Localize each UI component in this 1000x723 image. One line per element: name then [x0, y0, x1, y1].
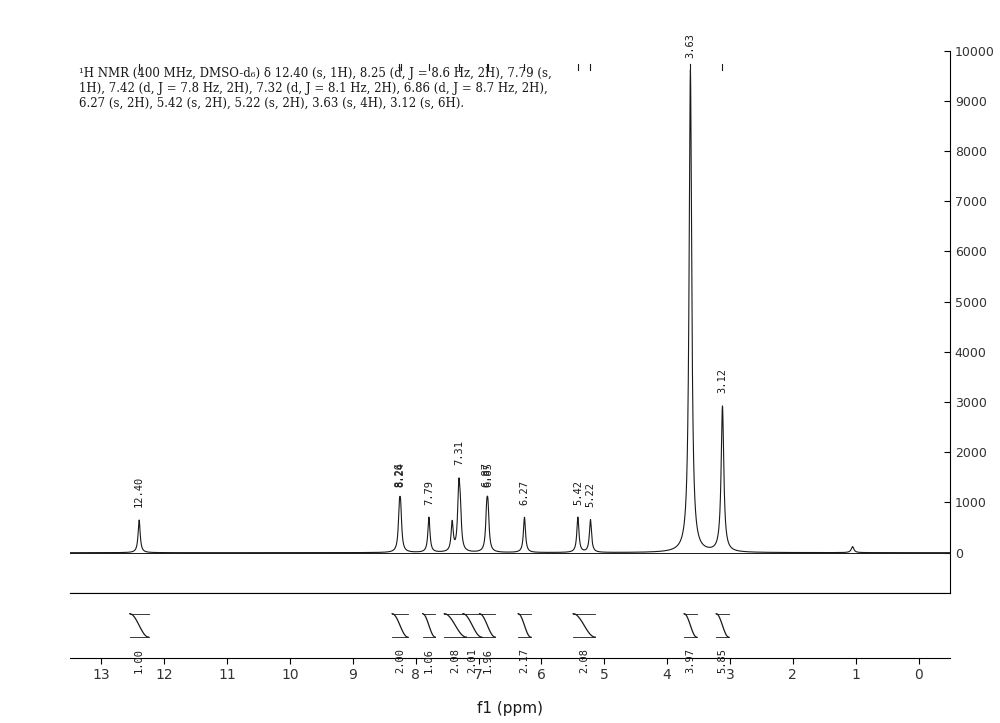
Text: 8.24: 8.24 [396, 462, 406, 487]
Text: 5.85: 5.85 [717, 648, 727, 672]
Text: 5.42: 5.42 [573, 479, 583, 505]
Text: 3.63: 3.63 [685, 33, 695, 58]
Text: 2.17: 2.17 [519, 648, 529, 672]
Text: 1.96: 1.96 [482, 648, 492, 672]
Text: 12.40: 12.40 [134, 476, 144, 508]
Text: ¹H NMR (400 MHz, DMSO-d₆) δ 12.40 (s, 1H), 8.25 (d, J = 8.6 Hz, 2H), 7.79 (s,
1H: ¹H NMR (400 MHz, DMSO-d₆) δ 12.40 (s, 1H… [79, 67, 552, 110]
Text: 6.85: 6.85 [483, 462, 493, 487]
Text: 7.79: 7.79 [424, 479, 434, 505]
Text: 6.87: 6.87 [482, 462, 492, 487]
Text: 3.12: 3.12 [717, 369, 727, 393]
Text: 1.06: 1.06 [424, 648, 434, 672]
Text: 2.00: 2.00 [395, 648, 405, 672]
Text: 2.01: 2.01 [467, 648, 477, 672]
Text: 2.08: 2.08 [450, 648, 460, 672]
Text: 8.26: 8.26 [394, 462, 404, 487]
Text: 2.08: 2.08 [579, 648, 589, 672]
Text: 1.00: 1.00 [134, 648, 144, 672]
Text: 7.31: 7.31 [454, 440, 464, 466]
Text: 5.22: 5.22 [585, 482, 595, 507]
Text: 3.97: 3.97 [685, 648, 695, 672]
Text: 6.27: 6.27 [519, 480, 529, 505]
Text: f1 (ppm): f1 (ppm) [477, 701, 543, 716]
